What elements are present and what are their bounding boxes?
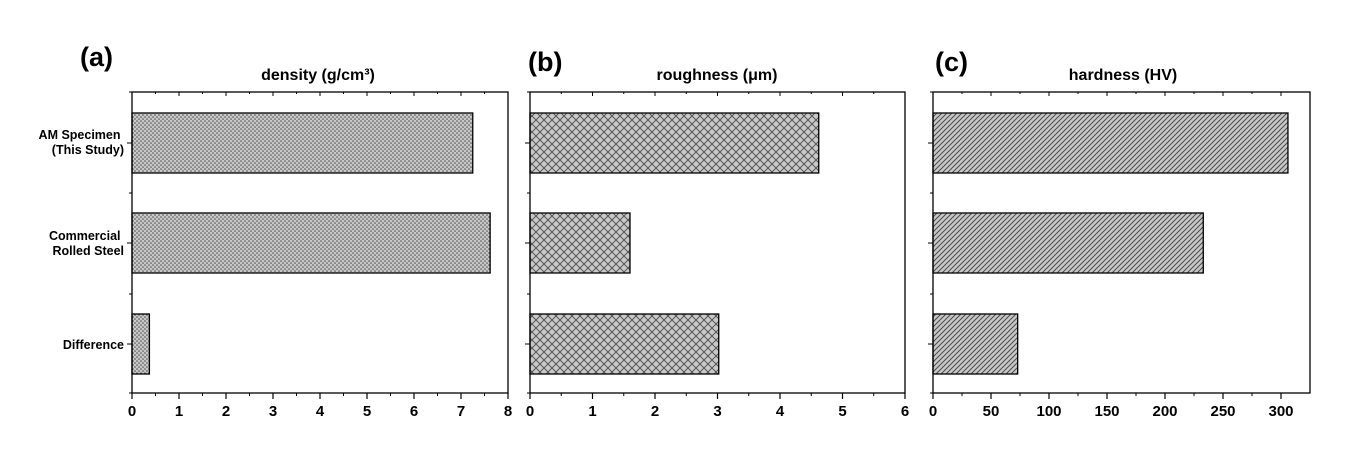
panel-c-title: hardness (HV) xyxy=(1069,67,1177,84)
bar xyxy=(131,313,151,375)
x-tick-label: 5 xyxy=(363,403,371,420)
x-tick-label: 4 xyxy=(776,403,785,420)
x-tick-label: 2 xyxy=(222,403,230,420)
panel-b-title: roughness (μm) xyxy=(657,67,778,84)
panel-a-letter: (a) xyxy=(80,42,113,72)
category-labels: AM Specimen (This Study) Commercial Roll… xyxy=(39,128,124,352)
x-tick-label: 5 xyxy=(838,403,846,420)
panel-a-plot: 0 1 2 3 4 5 6 7 8 xyxy=(127,91,512,420)
category-label-line: AM Specimen xyxy=(39,128,121,142)
category-label: Difference xyxy=(63,338,124,352)
bar xyxy=(529,212,631,274)
category-label-line: (This Study) xyxy=(52,143,124,157)
panel-c: (c) hardness (HV) 0 50 100 150 200 250 300 xyxy=(928,47,1311,420)
bar xyxy=(932,313,1019,375)
panel-b-plot: 0 1 2 3 4 5 6 xyxy=(525,91,909,420)
panel-a: (a) density (g/cm³) 0 1 2 3 4 5 6 7 8 AM Specime… xyxy=(39,42,513,420)
x-tick-label: 150 xyxy=(1094,403,1119,420)
bar xyxy=(529,313,720,375)
bar xyxy=(932,112,1289,174)
x-tick-label: 1 xyxy=(588,403,596,420)
panel-b: (b) roughness (μm) 0 1 2 3 4 5 6 xyxy=(525,47,909,420)
x-tick-label: 250 xyxy=(1210,403,1235,420)
x-tick-label: 7 xyxy=(457,403,465,420)
panel-c-letter: (c) xyxy=(935,47,968,77)
x-tick-label: 6 xyxy=(901,403,909,420)
bar xyxy=(932,212,1204,274)
bar xyxy=(529,112,820,174)
category-label: Commercial Rolled Steel xyxy=(49,229,124,258)
category-label-line: Difference xyxy=(63,338,124,352)
x-tick-label: 2 xyxy=(651,403,659,420)
category-label-line: Commercial xyxy=(49,229,121,243)
category-label: AM Specimen (This Study) xyxy=(39,128,124,157)
x-tick-label: 1 xyxy=(175,403,183,420)
x-tick-label: 0 xyxy=(526,403,534,420)
x-tick-label: 0 xyxy=(929,403,937,420)
panel-c-plot: 0 50 100 150 200 250 300 xyxy=(928,91,1311,420)
panel-a-title: density (g/cm³) xyxy=(261,67,375,84)
x-tick-label: 200 xyxy=(1152,403,1177,420)
x-tick-label: 100 xyxy=(1036,403,1061,420)
x-tick-label: 6 xyxy=(410,403,418,420)
bar xyxy=(131,112,474,174)
x-tick-label: 300 xyxy=(1268,403,1293,420)
x-tick-label: 3 xyxy=(269,403,277,420)
bar xyxy=(131,212,491,274)
panel-b-letter: (b) xyxy=(528,47,562,77)
x-tick-label: 0 xyxy=(128,403,136,420)
x-tick-label: 8 xyxy=(504,403,512,420)
category-label-line: Rolled Steel xyxy=(52,244,124,258)
x-tick-label: 3 xyxy=(713,403,721,420)
x-tick-label: 50 xyxy=(983,403,1000,420)
x-tick-label: 4 xyxy=(316,403,325,420)
